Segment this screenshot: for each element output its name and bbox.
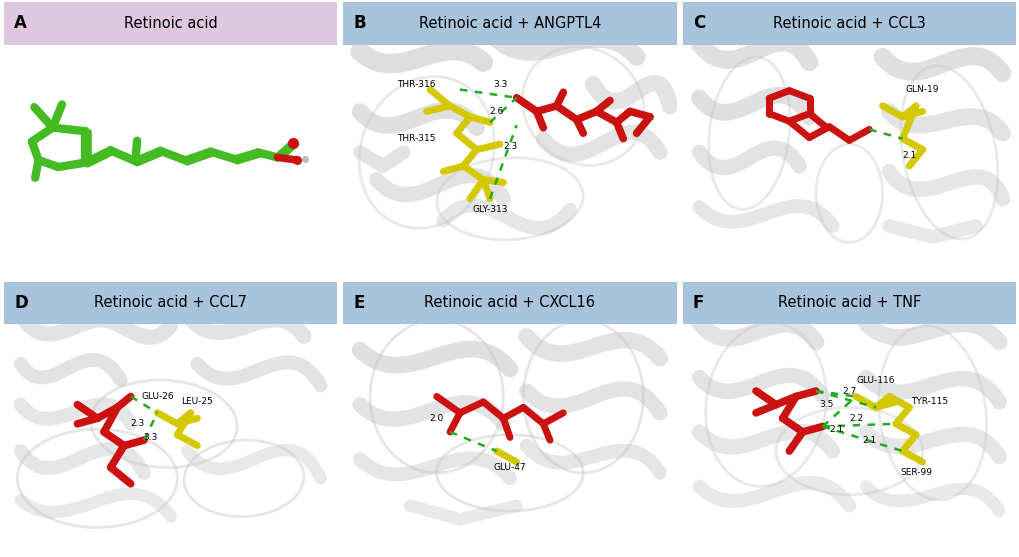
Text: B: B <box>353 14 366 32</box>
Text: GLU-47: GLU-47 <box>493 463 526 472</box>
Text: THR-315: THR-315 <box>397 134 435 143</box>
Text: 3.3: 3.3 <box>144 433 158 442</box>
Text: 2.1: 2.1 <box>828 425 843 434</box>
Text: 3.3: 3.3 <box>492 80 506 89</box>
Text: C: C <box>692 14 704 32</box>
Text: 2.2: 2.2 <box>848 414 862 423</box>
Text: 2.6: 2.6 <box>489 107 503 116</box>
Text: SER-99: SER-99 <box>899 468 931 477</box>
Text: GLN-19: GLN-19 <box>905 85 938 94</box>
Text: F: F <box>692 294 703 312</box>
Text: 2.3: 2.3 <box>502 143 517 152</box>
Text: GLU-116: GLU-116 <box>856 375 895 384</box>
Text: LEU-25: LEU-25 <box>181 398 213 407</box>
Text: Retinoic acid + CCL7: Retinoic acid + CCL7 <box>94 296 247 310</box>
FancyBboxPatch shape <box>682 282 1015 324</box>
Text: 3.5: 3.5 <box>818 400 833 409</box>
Text: Retinoic acid + CXCL16: Retinoic acid + CXCL16 <box>424 296 595 310</box>
Text: 2.7: 2.7 <box>842 387 856 395</box>
Text: Retinoic acid + ANGPTL4: Retinoic acid + ANGPTL4 <box>419 16 600 31</box>
FancyBboxPatch shape <box>343 2 676 45</box>
Text: TYR-115: TYR-115 <box>910 398 947 407</box>
Text: GLY-313: GLY-313 <box>472 205 507 214</box>
FancyBboxPatch shape <box>4 2 337 45</box>
Text: A: A <box>14 14 26 32</box>
Text: 2.1: 2.1 <box>901 150 915 159</box>
FancyBboxPatch shape <box>343 282 676 324</box>
Text: Retinoic acid + CCL3: Retinoic acid + CCL3 <box>772 16 925 31</box>
FancyBboxPatch shape <box>682 2 1015 45</box>
Text: 2.0: 2.0 <box>429 414 443 423</box>
FancyBboxPatch shape <box>4 282 337 324</box>
Text: D: D <box>14 294 28 312</box>
Text: THR-316: THR-316 <box>397 80 435 89</box>
Text: 2.1: 2.1 <box>861 436 875 444</box>
Text: 2.3: 2.3 <box>130 419 145 428</box>
Text: E: E <box>353 294 365 312</box>
Text: Retinoic acid + TNF: Retinoic acid + TNF <box>776 296 920 310</box>
Text: GLU-26: GLU-26 <box>141 392 173 401</box>
Text: Retinoic acid: Retinoic acid <box>123 16 217 31</box>
